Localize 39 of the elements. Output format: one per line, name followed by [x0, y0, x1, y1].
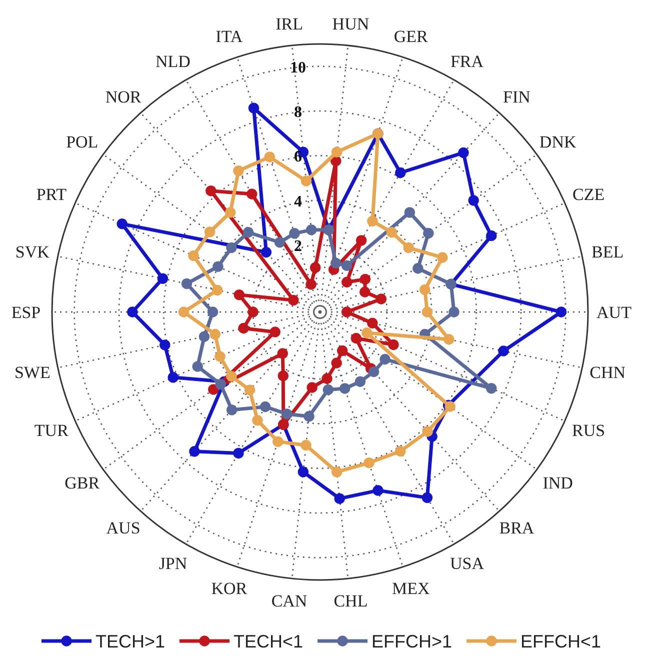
spoke-label: GER [394, 27, 429, 46]
y-tick-label: 10 [290, 59, 306, 76]
spoke-label: BRA [499, 518, 535, 538]
spoke-label: IRL [276, 14, 303, 34]
spoke-label: CZE [572, 184, 605, 204]
legend-label: EFFCH>1 [372, 631, 452, 652]
legend-label: TECH<1 [234, 631, 304, 652]
spoke-label: AUT [596, 302, 632, 322]
legend-label: TECH>1 [96, 631, 166, 652]
spoke-label: HUN [332, 14, 370, 34]
spoke-label: CHL [334, 591, 368, 610]
spoke-label: NLD [156, 52, 190, 71]
spoke-label: FRA [450, 52, 484, 71]
spoke-label: SVK [15, 242, 50, 262]
spoke-label: IND [542, 473, 573, 492]
y-tick-label: 6 [294, 148, 302, 166]
spoke-label: POL [66, 132, 98, 152]
y-tick-label: 2 [294, 238, 302, 255]
spoke-label: USA [450, 554, 485, 574]
spoke-label: KOR [211, 578, 248, 598]
spoke-label: AUS [106, 518, 140, 538]
spoke-label: CHN [590, 363, 626, 382]
spoke-label: RUS [572, 420, 606, 440]
legend-label: EFFCH<1 [520, 631, 602, 652]
spoke-label: ITA [216, 27, 244, 46]
spoke-label: TUR [34, 420, 70, 440]
spoke-label: GBR [64, 473, 100, 492]
spoke-label: PRT [36, 184, 68, 204]
spoke-label: ESP [11, 302, 41, 322]
spoke-label: DNK [539, 132, 577, 152]
spoke-label: MEX [392, 578, 430, 598]
spoke-label: SWE [14, 363, 50, 382]
y-tick-label: 4 [294, 193, 302, 210]
spoke-label: BEL [592, 242, 624, 262]
spoke-label: NOR [105, 87, 142, 106]
spoke-label: JPN [158, 554, 188, 574]
y-tick-label: 8 [294, 104, 302, 121]
spoke-label: FIN [503, 87, 530, 106]
spoke-label: CAN [271, 591, 308, 610]
